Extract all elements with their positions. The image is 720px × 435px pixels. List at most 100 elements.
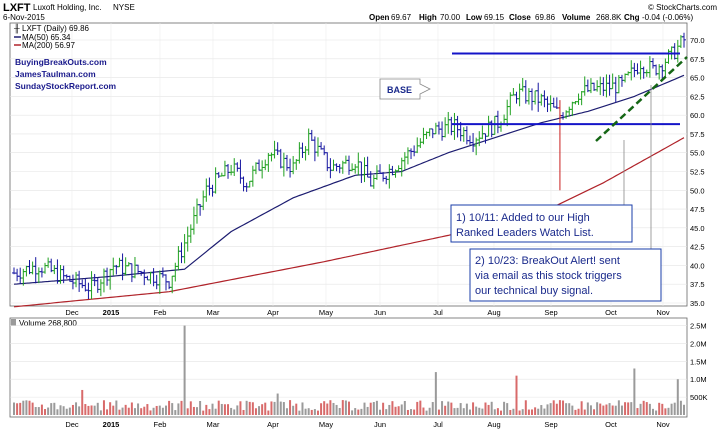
y-tick-label: 62.5	[690, 92, 705, 101]
x-tick-label: Oct	[605, 308, 618, 317]
note1-line1: 1) 10/11: Added to our High	[456, 212, 590, 224]
legend-ma50: MA(50) 65.34	[22, 33, 71, 42]
legend-price-glyph: ╫	[13, 23, 20, 34]
volume-bar	[447, 401, 450, 415]
volume-bar	[444, 405, 447, 415]
volume-bar	[580, 401, 583, 415]
volume-tick-label: 1.0M	[690, 375, 707, 384]
volume-bar	[425, 410, 428, 415]
volume-bar	[307, 408, 310, 415]
volume-tick-label: 2.5M	[690, 322, 707, 331]
x-tick-label-bottom: Sep	[544, 420, 557, 429]
volume-bar	[155, 405, 158, 415]
volume-bar	[22, 400, 25, 415]
site-jamestaulman: JamesTaulman.com	[15, 69, 96, 79]
volume-bar	[230, 407, 233, 415]
volume-bar	[496, 408, 499, 415]
volume-bar	[410, 409, 413, 415]
base-callout	[379, 78, 431, 100]
exchange: NYSE	[113, 3, 135, 12]
y-tick-label: 37.5	[690, 280, 705, 289]
volume-bar	[118, 409, 121, 415]
volume-bar	[428, 407, 431, 415]
volume-bar	[140, 408, 143, 415]
volume-bar	[599, 403, 602, 415]
legend-price: LXFT (Daily) 69.86	[22, 24, 90, 33]
volume-bar	[568, 403, 571, 415]
volume-bar	[633, 368, 636, 415]
volume-bar	[437, 409, 440, 415]
volume-bar	[56, 409, 59, 415]
volume-bar	[227, 404, 230, 415]
volume-bar	[316, 410, 319, 415]
volume-bar	[254, 408, 257, 415]
volume-bar	[177, 403, 180, 415]
volume-bar	[478, 407, 481, 415]
x-axis-labels-bottom: Dec 2015 Feb Mar Apr May Jun Jul Aug Sep Oct Nov	[65, 420, 670, 429]
volume-bar	[552, 400, 555, 415]
volume-bar	[84, 404, 87, 415]
x-tick-label-bottom: 2015	[103, 420, 120, 429]
price-bars	[12, 32, 686, 300]
volume-bar	[99, 410, 102, 415]
volume-legend: Volume 268,800	[19, 319, 77, 328]
volume-bar	[683, 404, 685, 415]
volume-bar	[596, 402, 599, 415]
site-buyingbreakouts: BuyingBreakOuts.com	[15, 57, 107, 67]
volume-bar	[189, 401, 192, 415]
price-bar	[682, 32, 686, 48]
volume-bar	[298, 410, 301, 415]
volume-bar	[168, 400, 171, 415]
volume-bar	[258, 406, 261, 415]
x-tick-label-bottom: Apr	[267, 420, 279, 429]
volume-bar	[115, 400, 118, 415]
watermark: © StockCharts.com	[648, 3, 717, 12]
volume-bar	[661, 403, 664, 415]
volume-bar	[199, 400, 202, 415]
volume-bar	[13, 402, 15, 415]
volume-bar	[304, 408, 307, 415]
volume-bar	[217, 400, 220, 415]
volume-bar	[25, 400, 28, 415]
volume-bar	[78, 406, 81, 415]
x-tick-label: Nov	[656, 308, 670, 317]
volume-bar	[236, 405, 239, 415]
volume-bar	[369, 402, 372, 415]
ma200-line	[13, 137, 685, 308]
volume-bar	[205, 404, 208, 415]
volume-bar	[208, 409, 211, 415]
volume-tick-label: 500K	[690, 393, 708, 402]
volume-bar	[624, 402, 627, 415]
volume-bar	[130, 402, 133, 415]
x-tick-label: Jul	[433, 308, 443, 317]
volume-bar	[636, 408, 639, 415]
volume-bar	[524, 400, 527, 415]
volume-bar	[50, 403, 53, 415]
volume-bar	[239, 401, 242, 415]
volume-bar	[391, 401, 394, 415]
y-tick-label: 45.0	[690, 224, 705, 233]
y-tick-label: 65.0	[690, 74, 705, 83]
volume-bar	[34, 407, 37, 415]
x-tick-label-bottom: Dec	[65, 420, 79, 429]
volume-bar	[531, 409, 534, 415]
note1-box	[450, 204, 633, 243]
volume-bar	[19, 402, 22, 415]
volume-bar	[617, 400, 620, 415]
volume-bar	[475, 406, 478, 415]
volume-bar	[354, 408, 357, 415]
volume-bar	[574, 409, 577, 415]
note2-line3: our technical buy signal.	[475, 285, 593, 297]
volume-bar	[518, 410, 521, 415]
volume-bar	[223, 404, 226, 415]
volume-bar	[62, 406, 65, 415]
company-name: Luxoft Holding, Inc.	[33, 3, 101, 12]
volume-bar	[245, 400, 248, 415]
volume-bar	[630, 402, 633, 415]
volume-panel	[9, 317, 688, 418]
volume-bar	[180, 400, 183, 415]
volume-bar	[335, 404, 338, 415]
volume-bar	[527, 409, 530, 415]
volume-bar	[186, 408, 189, 415]
